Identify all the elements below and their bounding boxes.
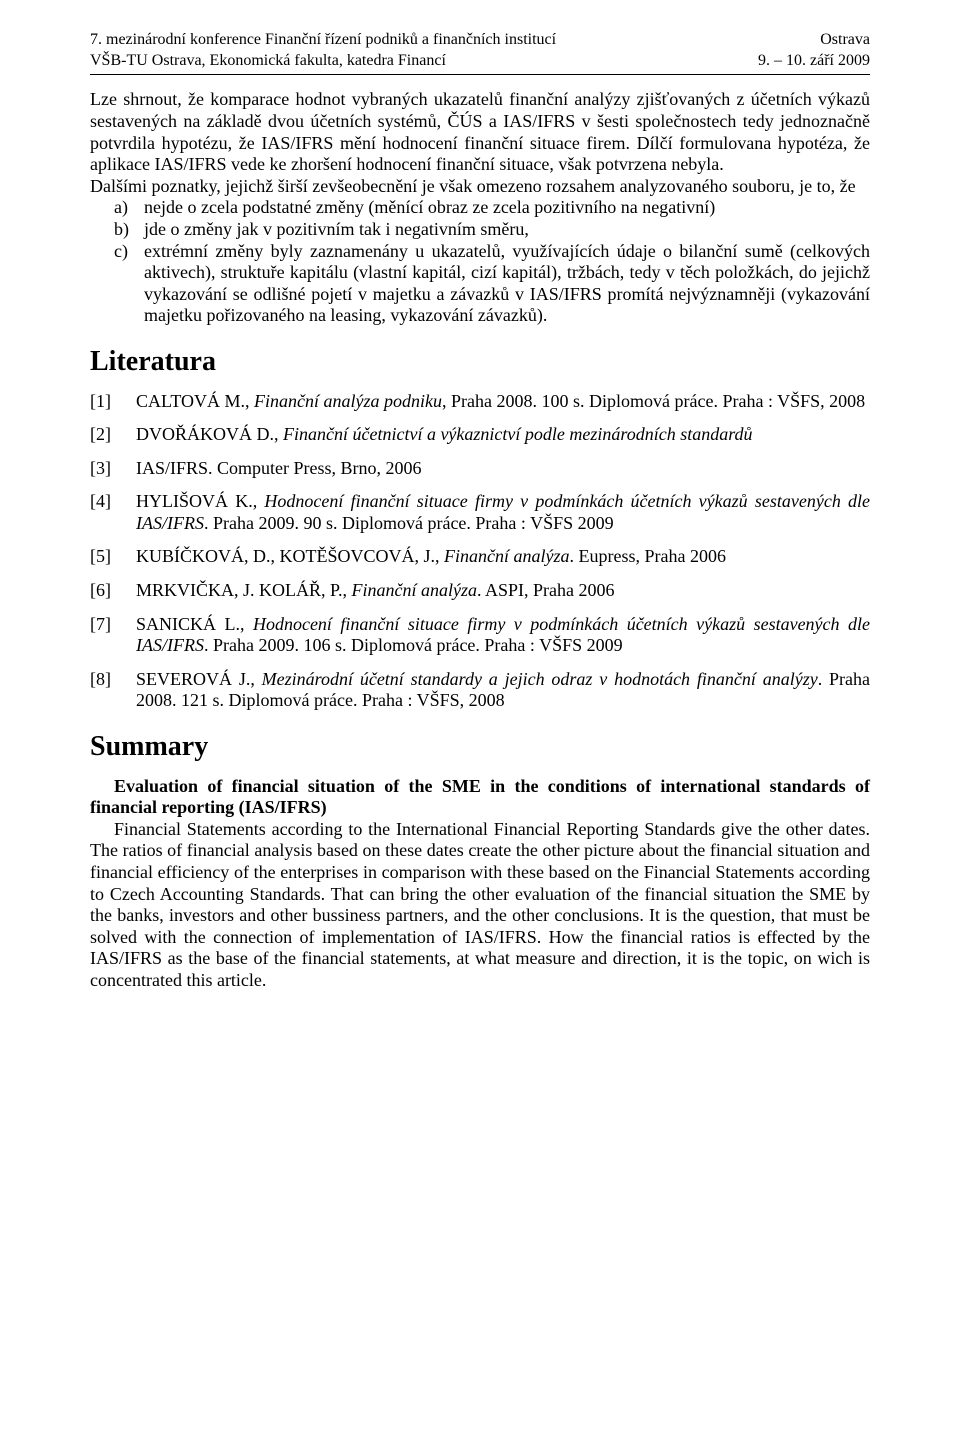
reference-num: [5]: [90, 546, 136, 568]
bullet-marker: b): [90, 219, 144, 241]
reference-text: KUBÍČKOVÁ, D., KOTĚŠOVCOVÁ, J., Finanční…: [136, 546, 870, 568]
reference-num: [1]: [90, 391, 136, 413]
bullet-item: b) jde o změny jak v pozitivním tak i ne…: [90, 219, 870, 241]
reference-item: [6] MRKVIČKA, J. KOLÁŘ, P., Finanční ana…: [90, 580, 870, 602]
section-heading-literature: Literatura: [90, 345, 870, 379]
header-left-2: VŠB-TU Ostrava, Ekonomická fakulta, kate…: [90, 51, 446, 70]
bullet-marker: a): [90, 197, 144, 219]
reference-text: MRKVIČKA, J. KOLÁŘ, P., Finanční analýza…: [136, 580, 870, 602]
section-heading-summary: Summary: [90, 730, 870, 764]
reference-num: [8]: [90, 669, 136, 712]
reference-text: IAS/IFRS. Computer Press, Brno, 2006: [136, 458, 870, 480]
bullet-marker: c): [90, 241, 144, 327]
reference-text: DVOŘÁKOVÁ D., Finanční účetnictví a výka…: [136, 424, 870, 446]
reference-text: SEVEROVÁ J., Mezinárodní účetní standard…: [136, 669, 870, 712]
lead-paragraph: Lze shrnout, že komparace hodnot vybraný…: [90, 89, 870, 175]
bullet-text: extrémní změny byly zaznamenány u ukazat…: [144, 241, 870, 327]
summary-body: Financial Statements according to the In…: [90, 819, 870, 992]
bullet-item: c) extrémní změny byly zaznamenány u uka…: [90, 241, 870, 327]
reference-item: [7] SANICKÁ L., Hodnocení finanční situa…: [90, 614, 870, 657]
reference-item: [5] KUBÍČKOVÁ, D., KOTĚŠOVCOVÁ, J., Fina…: [90, 546, 870, 568]
reference-num: [4]: [90, 491, 136, 534]
reference-item: [1] CALTOVÁ M., Finanční analýza podniku…: [90, 391, 870, 413]
header-left-1: 7. mezinárodní konference Finanční řízen…: [90, 30, 556, 49]
reference-num: [2]: [90, 424, 136, 446]
reference-item: [4] HYLIŠOVÁ K., Hodnocení finanční situ…: [90, 491, 870, 534]
reference-num: [6]: [90, 580, 136, 602]
header-rule: [90, 74, 870, 75]
bullet-item: a) nejde o zcela podstatné změny (měnící…: [90, 197, 870, 219]
summary-title: Evaluation of financial situation of the…: [90, 776, 870, 819]
reference-text: SANICKÁ L., Hodnocení finanční situace f…: [136, 614, 870, 657]
header-row-2: VŠB-TU Ostrava, Ekonomická fakulta, kate…: [90, 51, 870, 70]
reference-text: CALTOVÁ M., Finanční analýza podniku, Pr…: [136, 391, 870, 413]
bullet-text: jde o změny jak v pozitivním tak i negat…: [144, 219, 870, 241]
header-right-1: Ostrava: [820, 30, 870, 49]
follow-paragraph: Dalšími poznatky, jejichž širší zevšeobe…: [90, 176, 870, 198]
header-right-2: 9. – 10. září 2009: [758, 51, 870, 70]
header-row-1: 7. mezinárodní konference Finanční řízen…: [90, 30, 870, 49]
reference-text: HYLIŠOVÁ K., Hodnocení finanční situace …: [136, 491, 870, 534]
reference-num: [3]: [90, 458, 136, 480]
reference-item: [2] DVOŘÁKOVÁ D., Finanční účetnictví a …: [90, 424, 870, 446]
reference-num: [7]: [90, 614, 136, 657]
references-list: [1] CALTOVÁ M., Finanční analýza podniku…: [90, 391, 870, 713]
bullet-text: nejde o zcela podstatné změny (měnící ob…: [144, 197, 870, 219]
reference-item: [3] IAS/IFRS. Computer Press, Brno, 2006: [90, 458, 870, 480]
reference-item: [8] SEVEROVÁ J., Mezinárodní účetní stan…: [90, 669, 870, 712]
bullet-list: a) nejde o zcela podstatné změny (měnící…: [90, 197, 870, 327]
